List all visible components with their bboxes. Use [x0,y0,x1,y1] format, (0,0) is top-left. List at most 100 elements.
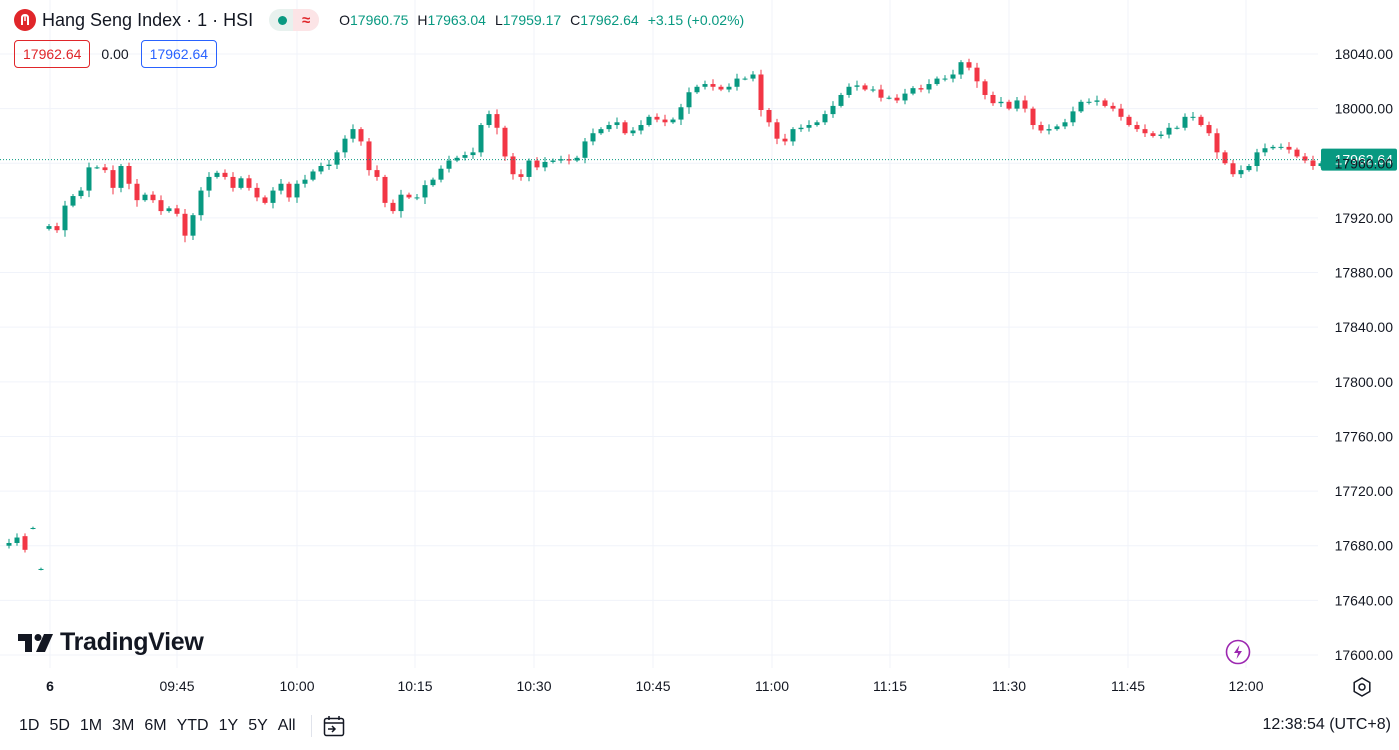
candle-body [1311,161,1316,166]
candle [1015,97,1020,111]
open-value: 17960.75 [350,12,408,28]
candle [319,163,324,175]
candle-body [1151,133,1156,136]
candle-body [295,184,300,198]
candle [919,85,924,93]
candle-body [615,122,620,125]
settings-gear-icon[interactable] [1351,676,1373,703]
range-1m-button[interactable]: 1M [75,715,107,737]
low-label: L [495,12,503,28]
time-tick-label: 09:45 [159,678,194,694]
market-status-pill[interactable]: ≈ [269,9,319,31]
candles-layer [7,59,1356,571]
candle-body [743,79,748,80]
candle-body [727,87,732,90]
range-5y-button[interactable]: 5Y [243,715,273,737]
candle-body [1079,102,1084,112]
range-1y-button[interactable]: 1Y [214,715,244,737]
candle-body [1207,125,1212,133]
price-tick-label: 17920.00 [1335,210,1394,226]
candle-body [399,195,404,211]
tradingview-logo[interactable]: TradingView [18,628,204,657]
time-tick-label: 10:45 [635,678,670,694]
candle [975,63,980,88]
candle-body [1015,100,1020,108]
price-tick-label: 17600.00 [1335,647,1394,663]
candle-body [255,188,260,198]
candle [1047,124,1052,134]
candle-body [1183,117,1188,128]
goto-date-calendar-icon[interactable] [322,714,346,738]
candle-body [1127,117,1132,125]
candle-body [791,129,796,141]
candle-body [1111,106,1116,109]
candle [87,163,92,198]
candle [959,60,964,79]
range-all-button[interactable]: All [273,715,301,737]
time-tick-label: 11:00 [755,678,789,694]
candle-body [1295,150,1300,157]
candle [1279,143,1284,149]
candle-body [343,139,348,153]
candle-body [231,177,236,188]
candle-body [735,79,740,87]
clock-timezone[interactable]: 12:38:54 (UTC+8) [1262,716,1391,734]
candle-body [143,195,148,200]
candle-body [55,226,60,230]
price-tick-label: 17640.00 [1335,592,1394,608]
candle-body [591,133,596,141]
candle-body [183,214,188,236]
candle [431,178,436,187]
candle-body [1135,125,1140,129]
candle-body [175,208,180,213]
candle-body [1071,111,1076,122]
candle [239,176,244,189]
candle [215,171,220,179]
candle [311,169,316,181]
candle [719,85,724,91]
candle-body [287,184,292,198]
candle-body [511,156,516,174]
candle-body [1287,147,1292,150]
candle [687,87,692,113]
candle-body [551,161,556,162]
candle [103,164,108,173]
candle-body [87,167,92,190]
candle-body [959,62,964,74]
candle [967,59,972,71]
range-1d-button[interactable]: 1D [14,715,44,737]
lightning-icon[interactable] [1225,639,1251,670]
range-ytd-button[interactable]: YTD [172,715,214,737]
buy-price-button[interactable]: 17962.64 [141,40,217,68]
candle-body [1119,109,1124,117]
candle [743,77,748,81]
candle-body [495,114,500,128]
candle [279,179,284,194]
candle-body [1231,163,1236,174]
candle [863,83,868,91]
candle [879,85,884,102]
candle [1215,128,1220,158]
candle [1095,96,1100,106]
candle [911,86,916,95]
sell-price-button[interactable]: 17962.64 [14,40,90,68]
candle-body [623,122,628,133]
range-3m-button[interactable]: 3M [107,715,139,737]
price-tick-label: 17800.00 [1335,374,1394,390]
candle [447,156,452,173]
candle [207,172,212,197]
candle [647,115,652,127]
candle-body [1039,125,1044,130]
candle [1191,112,1196,121]
time-tick-label: 10:00 [279,678,314,694]
candle [343,135,348,158]
range-6m-button[interactable]: 6M [139,715,171,737]
candle-body [799,128,804,129]
candle-body [279,184,284,191]
candle [79,187,84,199]
symbol-title[interactable]: Hang Seng Index · 1 · HSI [42,10,253,31]
candle [423,180,428,204]
candle-body [999,102,1004,103]
range-5d-button[interactable]: 5D [44,715,74,737]
